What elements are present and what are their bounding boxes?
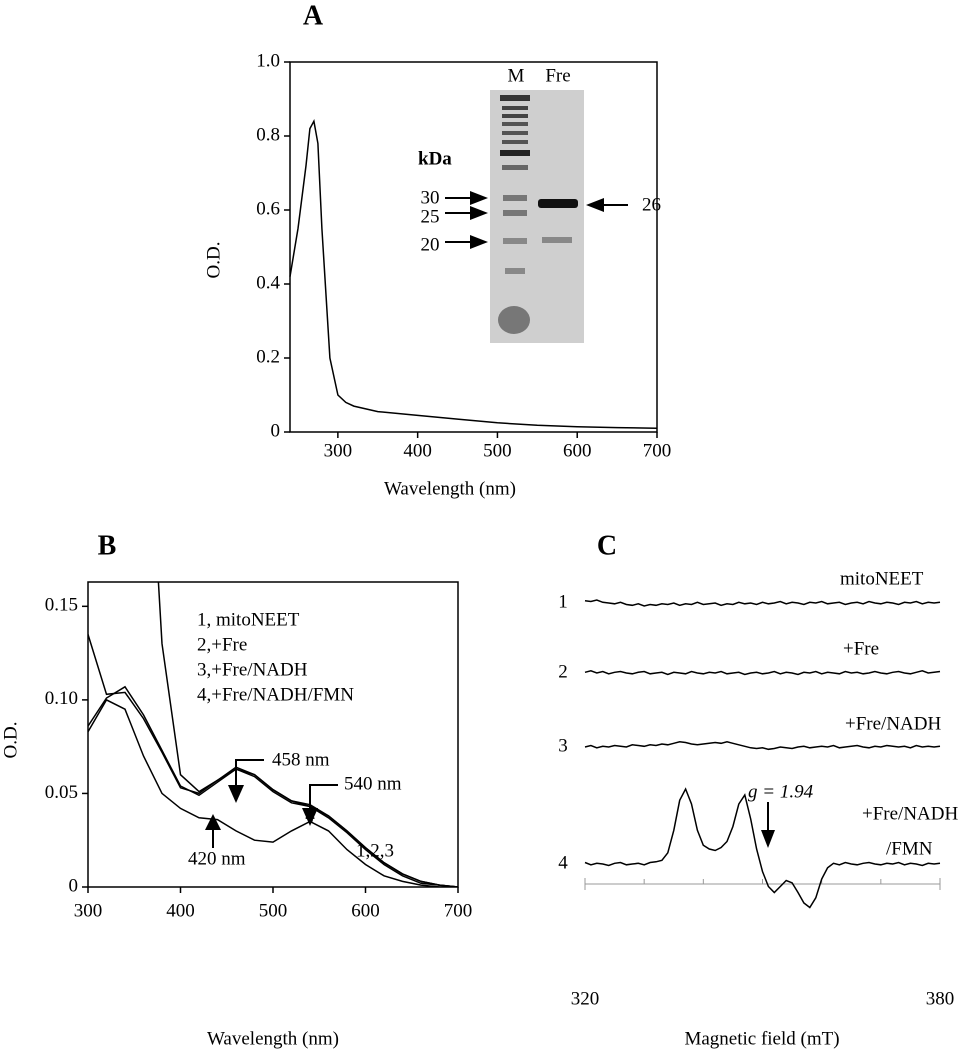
panel-label: C xyxy=(597,530,617,561)
y-tick-label: 0.10 xyxy=(45,688,78,709)
x-tick-label: 700 xyxy=(643,440,672,461)
x-tick-label: 300 xyxy=(74,900,103,921)
x-axis-label: Magnetic field (mT) xyxy=(684,1028,839,1049)
trace-number: 2 xyxy=(558,661,568,682)
marker-label: 20 xyxy=(421,234,440,255)
x-axis-label: Wavelength (nm) xyxy=(207,1028,339,1049)
trace-number: 3 xyxy=(558,735,568,756)
x-tick-label: 600 xyxy=(563,440,592,461)
marker-label: 25 xyxy=(421,206,440,227)
x-tick-label: 600 xyxy=(351,900,380,921)
data-line xyxy=(584,741,941,751)
annotation: 458 nm xyxy=(272,749,330,770)
data-line xyxy=(584,670,941,676)
legend-entry: 3,+Fre/NADH xyxy=(197,659,308,680)
data-line xyxy=(584,599,941,607)
lane-label: Fre xyxy=(545,65,570,86)
x-tick-label: 400 xyxy=(166,900,195,921)
data-line xyxy=(88,685,458,887)
annotation: 1,2,3 xyxy=(356,840,394,861)
x-axis-label: Wavelength (nm) xyxy=(384,478,516,499)
y-tick-label: 0.05 xyxy=(45,782,78,803)
y-tick-label: 0.6 xyxy=(256,198,280,219)
y-tick-label: 0.15 xyxy=(45,595,78,616)
y-tick-label: 0.8 xyxy=(256,124,280,145)
unit-label: kDa xyxy=(418,148,452,169)
x-tick-label: 500 xyxy=(483,440,512,461)
plot-frame xyxy=(289,61,658,433)
panel-label: B xyxy=(98,530,117,561)
arrows xyxy=(205,759,338,848)
y-tick-label: 0 xyxy=(69,875,79,896)
data-line xyxy=(88,698,458,887)
lane-label: M xyxy=(508,65,525,86)
x-tick-label: 500 xyxy=(259,900,288,921)
y-axis-label: O.D. xyxy=(0,722,21,759)
trace-name: mitoNEET xyxy=(840,568,924,589)
legend-entry: 4,+Fre/NADH/FMN xyxy=(197,684,354,705)
data-line xyxy=(157,582,458,887)
trace-name: +Fre xyxy=(843,638,879,659)
data-line xyxy=(289,118,658,430)
annotation: g = 1.94 xyxy=(748,781,814,802)
annotation: 420 nm xyxy=(188,848,246,869)
y-tick-label: 0.4 xyxy=(256,272,280,293)
y-axis-label: O.D. xyxy=(203,242,224,279)
trace-name: /FMN xyxy=(886,838,933,859)
trace-number: 1 xyxy=(558,591,568,612)
x-tick-label: 400 xyxy=(403,440,432,461)
y-tick-label: 0 xyxy=(271,420,281,441)
trace-number: 4 xyxy=(558,852,568,873)
arrows xyxy=(445,191,628,249)
gel-inset xyxy=(490,90,584,343)
panel-label: A xyxy=(303,0,324,31)
x-tick-label: 320 xyxy=(571,988,600,1009)
y-tick-label: 1.0 xyxy=(256,50,280,71)
marker-label: 30 xyxy=(421,187,440,208)
annotation: 540 nm xyxy=(344,773,402,794)
x-tick-label: 380 xyxy=(926,988,955,1009)
x-tick-label: 300 xyxy=(324,440,353,461)
trace-name: +Fre/NADH xyxy=(845,713,941,734)
data-line xyxy=(584,787,941,909)
band-label: 26 xyxy=(642,194,661,215)
x-tick-label: 700 xyxy=(444,900,473,921)
arrows xyxy=(761,802,775,848)
trace-name: +Fre/NADH xyxy=(862,803,958,824)
legend-entry: 1, mitoNEET xyxy=(197,609,300,630)
y-tick-label: 0.2 xyxy=(256,346,280,367)
legend-entry: 2,+Fre xyxy=(197,634,247,655)
